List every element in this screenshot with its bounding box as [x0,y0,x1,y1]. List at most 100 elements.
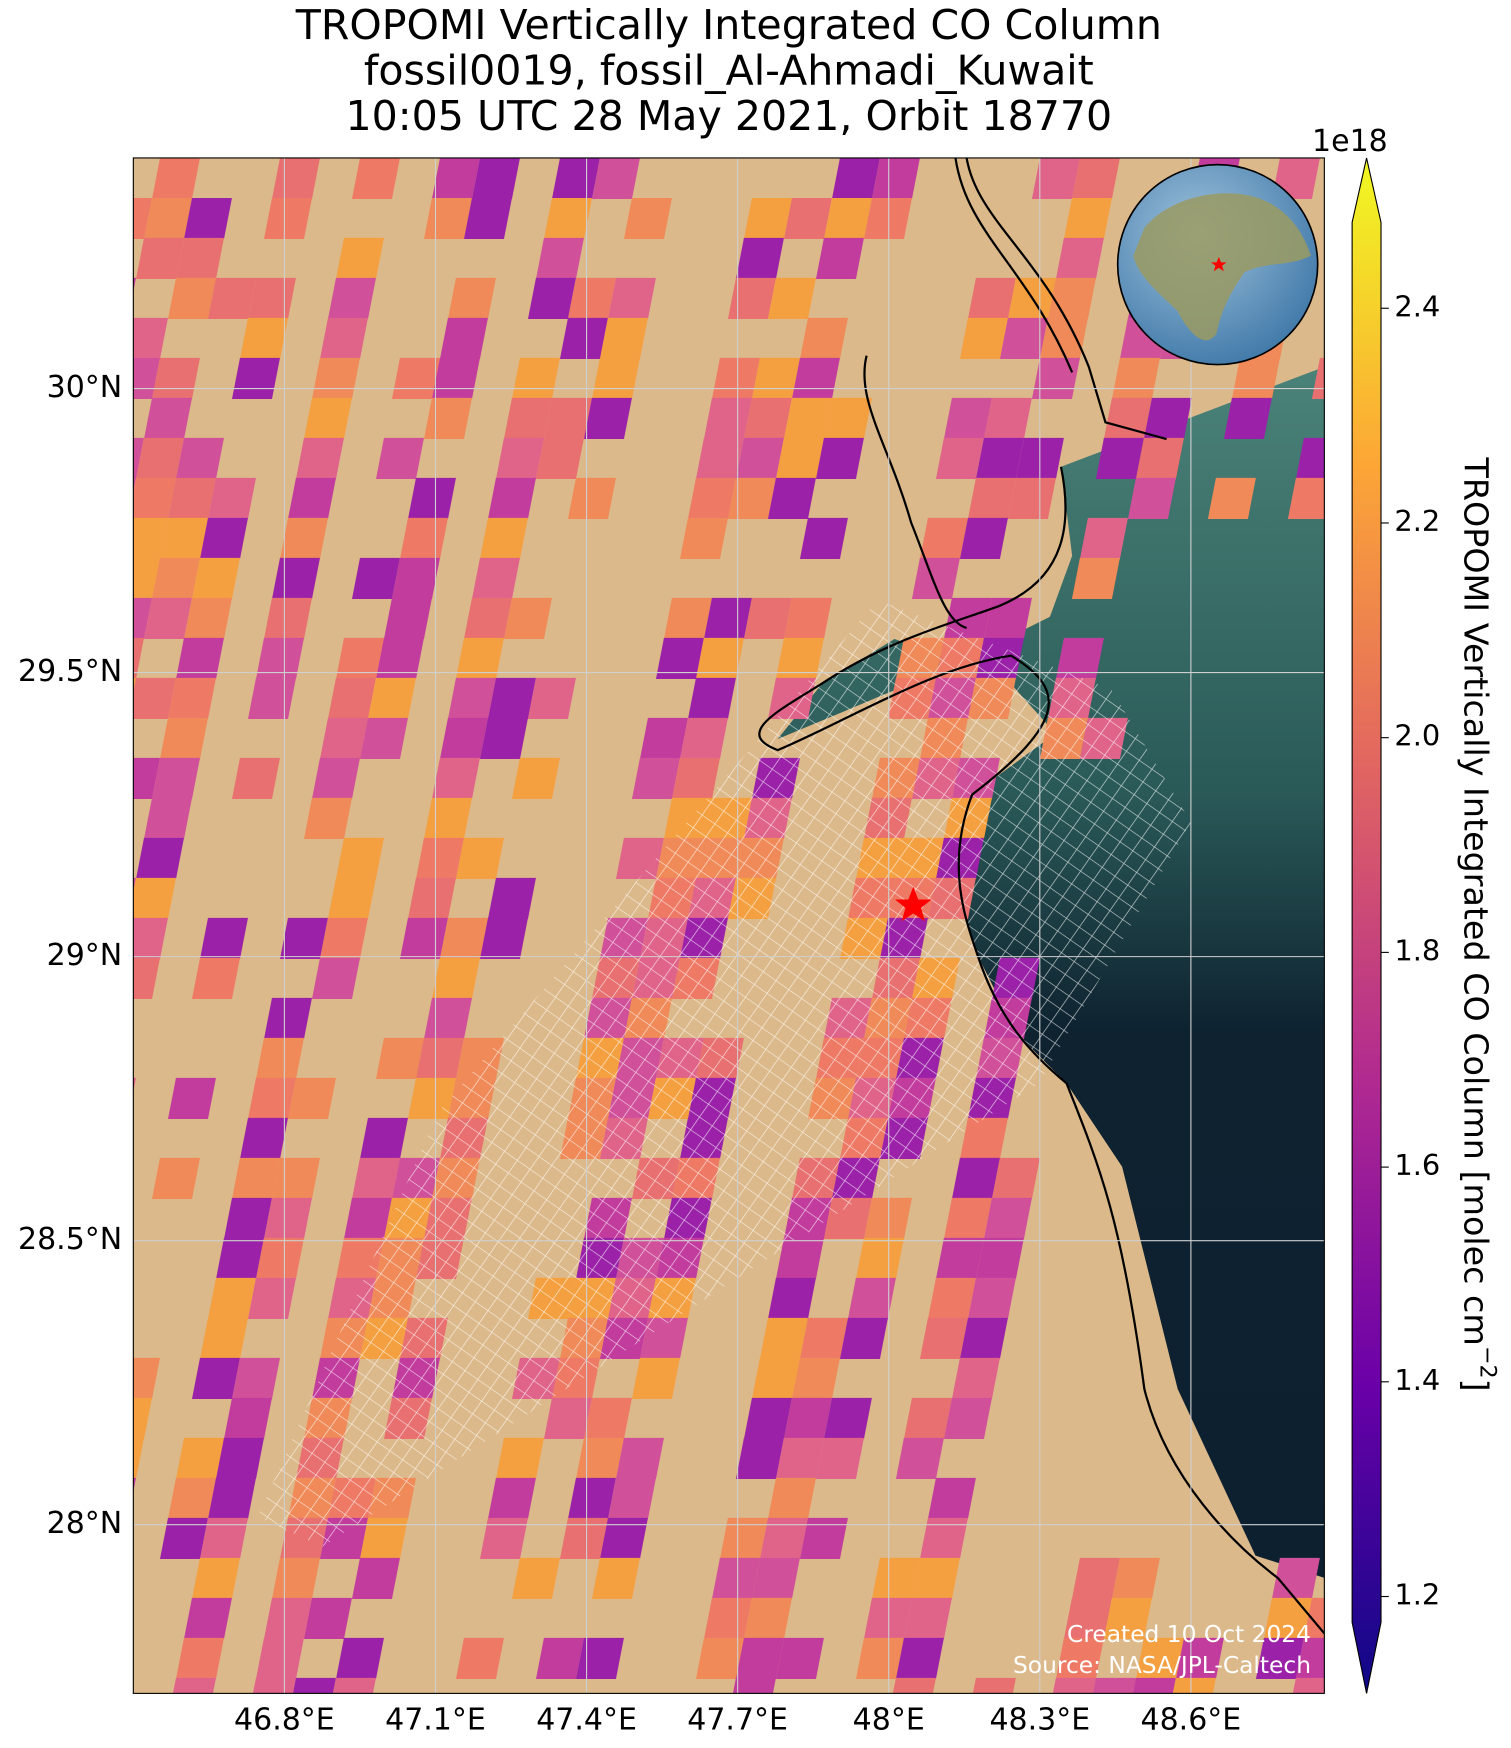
pixel-texture [567,477,616,520]
pixel-texture [623,197,672,240]
pixel-texture [591,357,640,400]
map-frame [132,157,1325,1694]
pixel-texture [359,717,408,760]
pixel-texture [583,397,632,440]
y-tick-label: 29.5°N [18,654,122,689]
pixel-texture [983,597,1032,640]
pixel-texture [983,397,1032,440]
pixel-texture [1320,1718,1368,1748]
pixel-texture [799,1517,848,1559]
colorbar-tick-label: 1.2 [1394,1578,1440,1612]
pixel-texture [591,1557,640,1599]
pixel-texture [319,317,368,360]
pixel-texture [16,1038,64,1079]
pixel-texture [951,1157,1000,1199]
pixel-texture [159,517,208,560]
pixel-texture [823,197,872,240]
pixel-texture [767,1277,816,1319]
pixel-texture [1255,1637,1304,1679]
pixel-texture [575,1437,624,1479]
label-exponent: −2 [1475,1346,1501,1379]
pixel-texture [167,277,216,320]
pixel-texture [133,557,160,600]
pixel-texture [727,477,776,520]
pixel-texture [815,237,864,280]
pixel-texture [463,197,512,240]
pixel-texture [175,437,224,480]
pixel-texture [863,197,912,240]
pixel-texture [135,837,184,879]
pixel-texture [983,1197,1032,1239]
pixel-texture [607,277,656,320]
pixel-texture [263,197,312,240]
pixel-texture [327,677,376,720]
pixel-texture [599,317,648,360]
pixel-texture [407,877,456,919]
pixel-texture [327,877,376,919]
pixel-texture [687,677,736,720]
y-tick-label: 29°N [47,938,123,973]
pixel-texture [263,997,312,1039]
pixel-texture [255,1037,304,1079]
pixel-texture [1055,1637,1104,1679]
pixel-texture [327,1677,376,1694]
pixel-texture [0,1158,40,1199]
x-tick-label: 47.7°E [687,1703,788,1738]
pixel-texture [871,1557,920,1599]
pixel-texture [791,1357,840,1399]
pixel-texture [1223,397,1272,440]
pixel-texture [943,397,992,440]
pixel-texture [447,677,496,720]
pixel-texture [919,1317,968,1359]
pixel-texture [133,317,168,360]
pixel-texture [1055,637,1104,680]
pixel-texture [133,437,144,480]
pixel-texture [903,1597,952,1639]
pixel-texture [143,197,192,240]
pixel-texture [479,717,528,760]
pixel-texture [927,1477,976,1519]
pixel-texture [1400,318,1448,359]
pixel-texture [423,197,472,240]
pixel-texture [479,517,528,560]
pixel-texture [0,718,48,759]
pixel-texture [175,237,224,280]
pixel-texture [247,1277,296,1319]
pixel-texture [247,1077,296,1119]
pixel-texture [943,1397,992,1439]
colorbar-tick-label: 1.6 [1394,1148,1440,1182]
pixel-texture [0,838,24,879]
pixel-texture [495,437,544,480]
pixel-texture [319,917,368,959]
pixel-texture [423,997,472,1039]
title-line: 10:05 UTC 28 May 2021, Orbit 18770 [345,92,1112,140]
pixel-texture [32,558,80,599]
pixel-texture [487,1477,536,1519]
pixel-texture [591,157,640,200]
title-line: TROPOMI Vertically Integrated CO Column [295,1,1162,49]
pixel-texture [0,918,8,959]
pixel-texture [959,1317,1008,1359]
pixel-texture [511,757,560,800]
pixel-texture [471,557,520,600]
pixel-texture [503,597,552,640]
pixel-texture [24,998,72,1039]
pixel-texture [1095,437,1144,480]
pixel-texture [751,357,800,400]
pixel-texture [239,1117,288,1159]
pixel-texture [775,437,824,480]
colorbar: 1e18 TROPOMI Vertically Integrated CO Co… [1312,124,1501,1694]
pixel-texture [799,1317,848,1359]
pixel-texture [151,1157,200,1199]
pixel-texture [311,757,360,800]
pixel-texture [559,1517,608,1559]
pixel-texture [663,597,712,640]
pixel-texture [1271,1557,1320,1599]
pixel-texture [1376,238,1424,279]
pixel-texture [543,1397,592,1439]
pixel-texture [1063,1597,1112,1639]
pixel-texture [415,837,464,879]
pixel-texture [263,1597,312,1639]
target-footprints [257,600,1192,1547]
